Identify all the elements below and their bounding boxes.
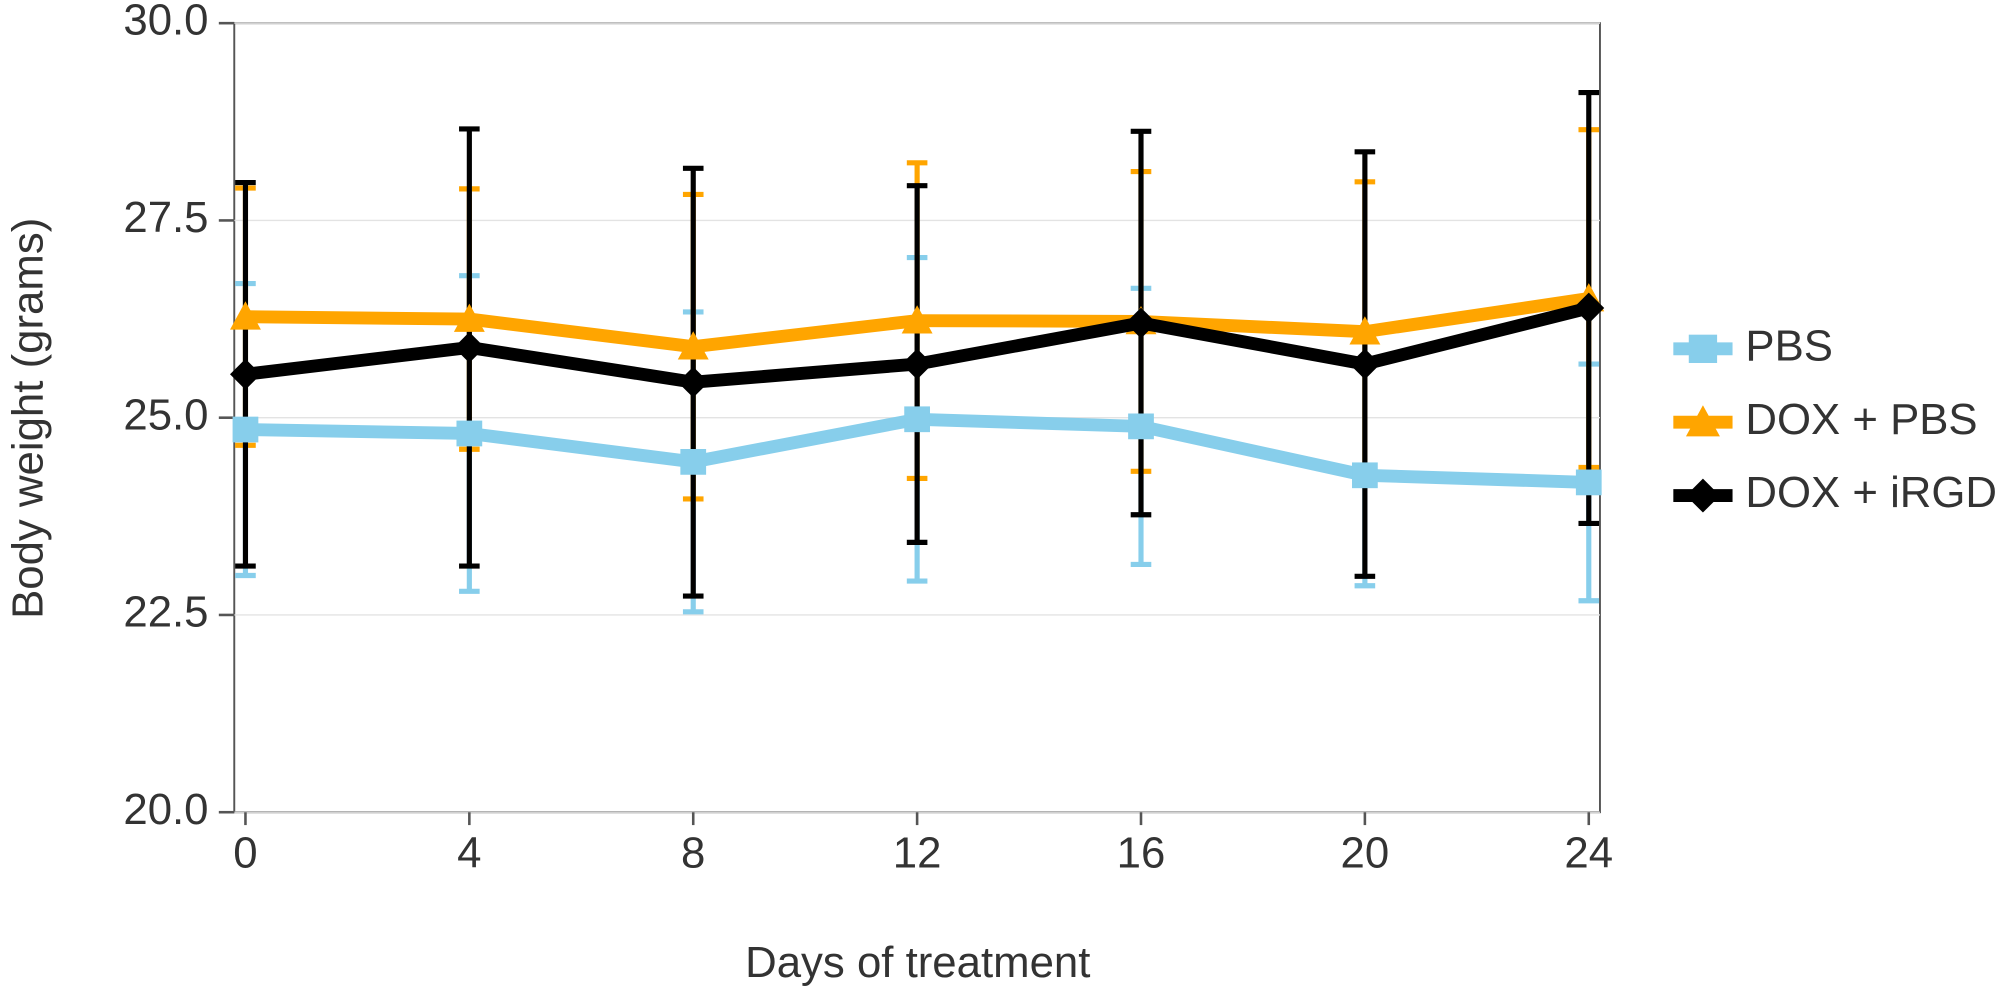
marker [901, 305, 933, 334]
marker [456, 420, 483, 447]
marker [1352, 462, 1378, 489]
legend-label: DOX + iRGD [1745, 468, 1997, 517]
marker [453, 303, 485, 332]
y-tick-label: 22.5 [123, 588, 208, 637]
x-tick-label: 4 [457, 829, 481, 878]
x-tick-label: 0 [233, 829, 257, 878]
marker [1349, 348, 1381, 380]
x-axis-label: Days of treatment [745, 938, 1090, 987]
marker [230, 301, 261, 330]
x-tick-label: 24 [1564, 829, 1613, 878]
y-tick-label: 30.0 [123, 0, 208, 45]
x-tick-label: 12 [893, 829, 942, 878]
marker [904, 406, 930, 433]
marker [680, 449, 707, 475]
y-tick-label: 20.0 [123, 785, 208, 834]
marker [1128, 413, 1154, 440]
x-tick-label: 16 [1117, 829, 1166, 878]
marker [453, 332, 485, 363]
x-tick-label: 8 [681, 829, 705, 878]
marker [901, 348, 933, 380]
x-tick-label: 20 [1341, 829, 1390, 878]
y-tick-label: 25.0 [123, 390, 208, 439]
legend-label: DOX + PBS [1745, 395, 1977, 444]
marker [1349, 316, 1381, 345]
marker [232, 416, 259, 443]
legend-marker [1688, 334, 1718, 363]
y-axis-label: Body weight (grams) [3, 218, 52, 619]
legend-marker [1685, 478, 1720, 513]
marker [677, 331, 709, 360]
y-tick-label: 27.5 [123, 193, 208, 242]
marker [230, 358, 261, 390]
legend-marker [1685, 405, 1720, 437]
legend-label: PBS [1745, 321, 1833, 370]
marker [1575, 469, 1602, 496]
marker [677, 366, 709, 398]
